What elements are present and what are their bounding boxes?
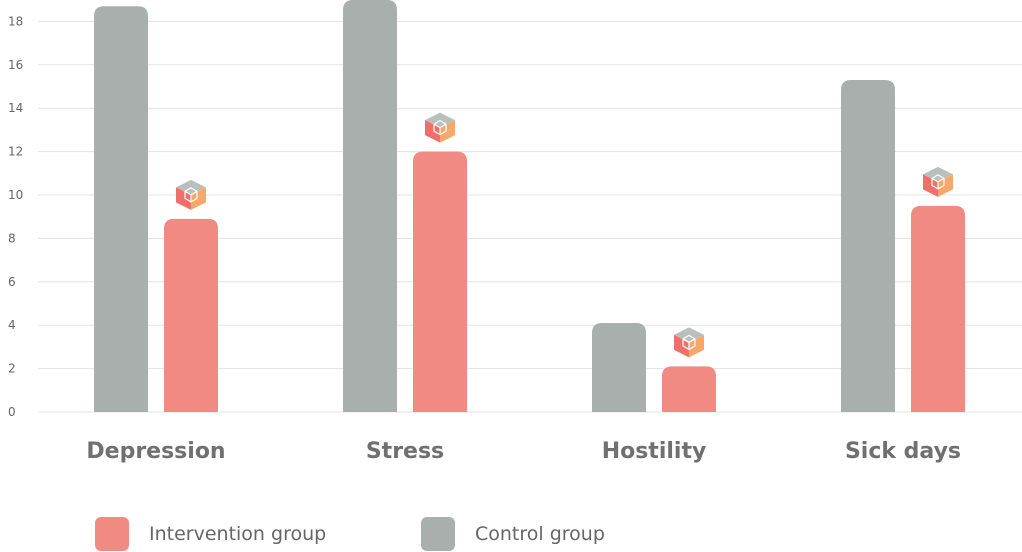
category-label: Hostility xyxy=(602,439,707,464)
y-tick-label: 2 xyxy=(8,362,16,376)
x-axis: Depression Stress Hostility Sick days xyxy=(86,439,961,464)
y-tick-label: 0 xyxy=(8,405,16,419)
cube-icon xyxy=(923,166,953,197)
y-tick-label: 14 xyxy=(8,101,23,115)
cube-inner-lines xyxy=(682,338,696,350)
cube-inner-outline xyxy=(433,119,447,136)
bar-control-hostility xyxy=(592,323,646,412)
legend-label-control: Control group xyxy=(475,523,605,545)
y-axis: 0 2 4 6 8 10 12 14 16 18 xyxy=(8,14,23,419)
y-tick-label: 18 xyxy=(8,14,23,28)
y-tick-label: 12 xyxy=(8,145,23,159)
bar-intervention-hostility xyxy=(662,366,716,412)
bar-control-stress xyxy=(343,0,397,412)
legend-swatch-control xyxy=(421,517,455,551)
bar-control-depression xyxy=(94,6,148,413)
cube-inner-lines xyxy=(433,123,447,135)
cube-icons xyxy=(176,112,953,358)
category-label: Sick days xyxy=(845,439,961,464)
bars xyxy=(94,0,965,413)
legend-item-intervention: Intervention group xyxy=(95,516,326,552)
cube-icon xyxy=(674,327,704,358)
bar-control-sick-days xyxy=(841,79,895,413)
cube-inner-lines xyxy=(184,190,198,202)
bar-intervention-depression xyxy=(164,218,218,412)
category-label: Stress xyxy=(366,439,444,464)
y-tick-label: 10 xyxy=(8,188,23,202)
y-tick-label: 4 xyxy=(8,318,16,332)
bar-intervention-stress xyxy=(413,151,467,412)
y-tick-label: 8 xyxy=(8,231,16,245)
y-tick-label: 6 xyxy=(8,275,16,289)
bar-intervention-sick-days xyxy=(911,205,965,412)
legend-item-control: Control group xyxy=(421,516,605,552)
y-tick-label: 16 xyxy=(8,58,23,72)
legend-swatch-intervention xyxy=(95,517,129,551)
cube-icon xyxy=(176,179,206,210)
category-label: Depression xyxy=(86,439,225,464)
legend-label-intervention: Intervention group xyxy=(149,523,327,545)
cube-inner-lines xyxy=(931,177,945,189)
cube-icon xyxy=(425,112,455,143)
